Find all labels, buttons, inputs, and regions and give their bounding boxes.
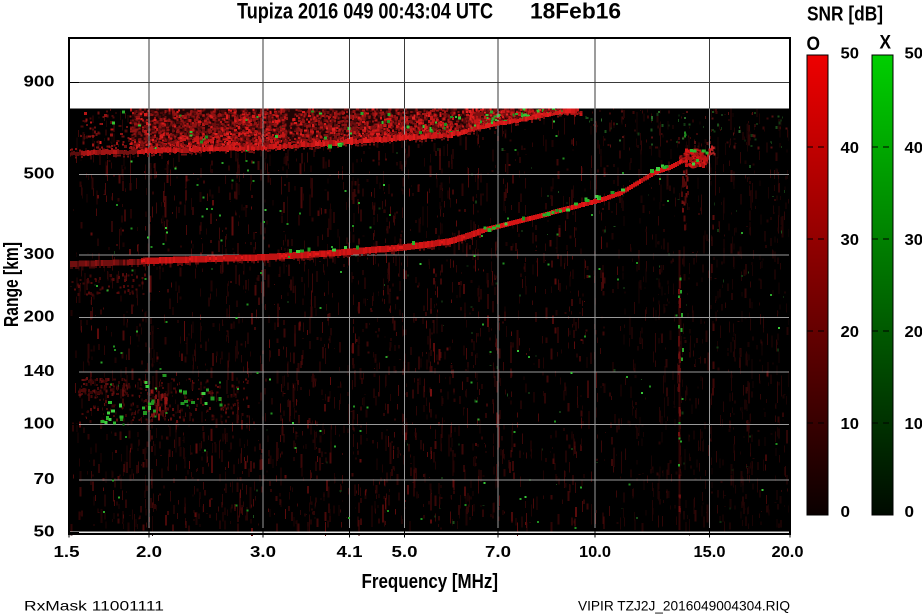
svg-text:140: 140	[24, 363, 55, 380]
svg-text:900: 900	[24, 74, 55, 91]
svg-text:RxMask 11001111: RxMask 11001111	[24, 598, 164, 614]
svg-text:3.0: 3.0	[250, 544, 276, 561]
svg-text:40: 40	[841, 140, 860, 157]
svg-text:20.0: 20.0	[772, 544, 804, 561]
svg-text:50: 50	[841, 46, 860, 63]
svg-text:Tupiza 2016 049 00:43:04 UTC: Tupiza 2016 049 00:43:04 UTC	[237, 0, 493, 24]
svg-text:10: 10	[905, 416, 922, 433]
svg-text:VIPIR TZJ2J_2016049004304.RIQ: VIPIR TZJ2J_2016049004304.RIQ	[578, 598, 790, 614]
svg-text:200: 200	[24, 309, 55, 326]
svg-text:18Feb16: 18Feb16	[530, 0, 621, 24]
svg-text:100: 100	[24, 416, 55, 433]
svg-text:20: 20	[841, 324, 860, 341]
svg-text:15.0: 15.0	[694, 544, 726, 561]
svg-text:30: 30	[905, 232, 922, 249]
svg-text:10.0: 10.0	[579, 544, 611, 561]
svg-text:20: 20	[905, 324, 922, 341]
svg-text:70: 70	[34, 471, 55, 488]
svg-text:0: 0	[905, 504, 915, 521]
svg-text:2.0: 2.0	[136, 544, 162, 561]
svg-text:0: 0	[841, 504, 851, 521]
svg-text:300: 300	[24, 246, 55, 263]
svg-text:Range [km]: Range [km]	[1, 242, 23, 327]
svg-text:O: O	[807, 34, 821, 55]
svg-text:7.0: 7.0	[485, 544, 511, 561]
svg-text:50: 50	[905, 46, 922, 63]
svg-text:1.5: 1.5	[54, 544, 80, 561]
svg-text:Frequency [MHz]: Frequency [MHz]	[362, 571, 499, 593]
svg-text:50: 50	[34, 524, 55, 541]
svg-text:500: 500	[24, 166, 55, 183]
svg-text:30: 30	[841, 232, 860, 249]
svg-text:X: X	[880, 33, 892, 54]
svg-text:40: 40	[905, 140, 922, 157]
svg-text:4.1: 4.1	[337, 544, 363, 561]
svg-text:10: 10	[841, 416, 860, 433]
svg-text:5.0: 5.0	[392, 544, 418, 561]
svg-text:SNR [dB]: SNR [dB]	[807, 4, 883, 26]
